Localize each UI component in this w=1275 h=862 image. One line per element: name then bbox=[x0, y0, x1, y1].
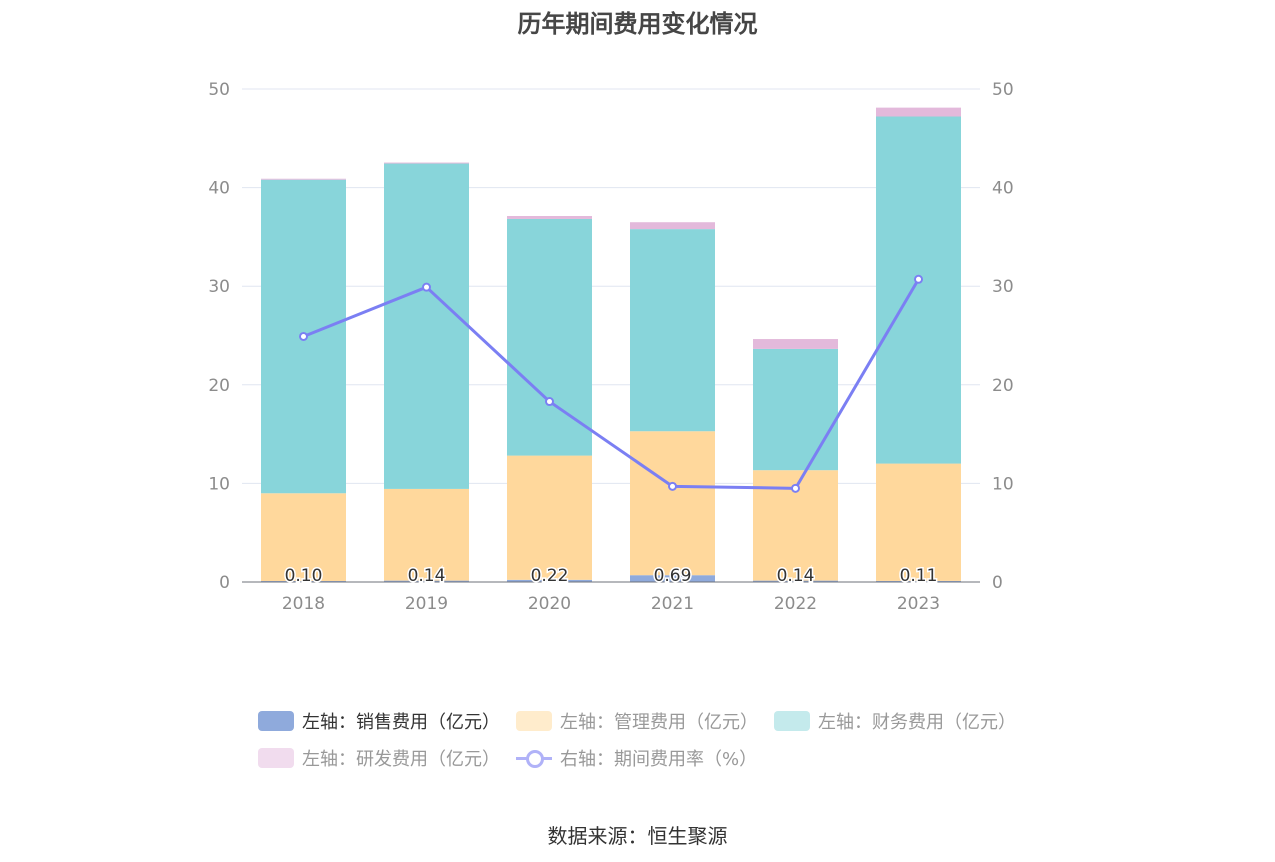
bar-finance-2020 bbox=[507, 218, 592, 456]
x-tick-label-2019: 2019 bbox=[405, 594, 448, 614]
rate-point-2018 bbox=[299, 331, 308, 341]
x-tick-label-2023: 2023 bbox=[897, 594, 940, 614]
bar-sales-2020 bbox=[507, 579, 592, 582]
right-axis: 0 10 20 30 40 50 bbox=[992, 80, 1014, 593]
bar-sales-2019 bbox=[384, 580, 469, 582]
sales-data-label-2022: 0.14 bbox=[777, 566, 815, 586]
rate-line-series bbox=[299, 274, 923, 493]
legend-label-finance: 左轴：财务费用（亿元） bbox=[818, 712, 1016, 733]
bar-admin-2020 bbox=[507, 455, 592, 580]
bar-series bbox=[261, 107, 961, 582]
left-tick-label-40: 40 bbox=[208, 179, 230, 199]
legend-item-sales[interactable]: 左轴：销售费用（亿元） bbox=[258, 708, 500, 734]
source-note: 数据来源：恒生聚源 bbox=[547, 824, 728, 848]
rate-point-2022 bbox=[791, 483, 800, 493]
bar-admin-2023 bbox=[876, 463, 961, 581]
bar-rnd-2019 bbox=[384, 162, 469, 164]
legend-label-sales: 左轴：销售费用（亿元） bbox=[302, 712, 500, 733]
legend-label-rnd: 左轴：研发费用（亿元） bbox=[302, 749, 500, 770]
legend-item-rate[interactable]: 右轴：期间费用率（%） bbox=[516, 745, 757, 771]
legend-label-admin: 左轴：管理费用（亿元） bbox=[560, 712, 758, 733]
rate-point-2023 bbox=[914, 274, 923, 284]
x-tick-label-2021: 2021 bbox=[651, 594, 694, 614]
gridlines bbox=[242, 88, 980, 484]
bar-rnd-2018 bbox=[261, 178, 346, 180]
rate-point-2021 bbox=[668, 481, 677, 491]
bar-finance-2021 bbox=[630, 229, 715, 432]
legend-swatch-rnd bbox=[258, 748, 294, 768]
x-tick-label-2020: 2020 bbox=[528, 594, 571, 614]
chart-title: 历年期间费用变化情况 bbox=[517, 10, 758, 38]
sales-data-label-2021: 0.69 bbox=[654, 566, 692, 586]
bar-sales-2022 bbox=[753, 580, 838, 582]
legend-label-rate: 右轴：期间费用率（%） bbox=[560, 749, 758, 770]
sales-data-label-2020: 0.22 bbox=[531, 566, 569, 586]
bar-sales-2021 bbox=[630, 575, 715, 582]
bar-finance-2022 bbox=[753, 348, 838, 471]
right-tick-label-30: 30 bbox=[992, 277, 1014, 297]
legend-item-finance[interactable]: 左轴：财务费用（亿元） bbox=[774, 708, 1016, 734]
right-tick-label-10: 10 bbox=[992, 474, 1014, 494]
right-tick-label-20: 20 bbox=[992, 376, 1014, 396]
bar-finance-2019 bbox=[384, 163, 469, 489]
x-axis: 2018 2019 2020 2021 2022 2023 bbox=[242, 581, 980, 614]
legend-swatch-finance bbox=[774, 711, 810, 731]
bar-rnd-2023 bbox=[876, 107, 961, 117]
right-tick-label-40: 40 bbox=[992, 179, 1014, 199]
rate-line bbox=[302, 278, 920, 490]
x-tick-label-2022: 2022 bbox=[774, 594, 817, 614]
data-labels: 0.10 0.14 0.22 0.69 0.14 0.11 bbox=[283, 565, 939, 588]
bar-admin-2019 bbox=[384, 488, 469, 581]
legend-swatch-admin bbox=[516, 711, 552, 731]
bar-admin-2018 bbox=[261, 493, 346, 582]
bar-rnd-2022 bbox=[753, 339, 838, 349]
left-axis: 0 10 20 30 40 50 bbox=[208, 80, 230, 593]
left-tick-label-0: 0 bbox=[219, 573, 230, 593]
bar-rnd-2021 bbox=[630, 222, 715, 230]
legend-item-rnd[interactable]: 左轴：研发费用（亿元） bbox=[258, 745, 500, 771]
legend-item-admin[interactable]: 左轴：管理费用（亿元） bbox=[516, 708, 758, 734]
sales-data-label-2023: 0.11 bbox=[900, 566, 938, 586]
right-tick-label-50: 50 bbox=[992, 80, 1014, 100]
left-tick-label-10: 10 bbox=[208, 474, 230, 494]
legend-line-marker-icon bbox=[516, 748, 552, 768]
left-tick-label-50: 50 bbox=[208, 80, 230, 100]
rate-point-2020 bbox=[545, 397, 554, 407]
bar-admin-2021 bbox=[630, 431, 715, 576]
bar-rnd-2020 bbox=[507, 215, 592, 219]
x-tick-label-2018: 2018 bbox=[282, 594, 325, 614]
sales-data-label-2018: 0.10 bbox=[285, 566, 323, 586]
legend-swatch-sales bbox=[258, 711, 294, 731]
sales-data-label-2019: 0.14 bbox=[408, 566, 446, 586]
bar-finance-2023 bbox=[876, 116, 961, 464]
rate-point-2019 bbox=[422, 282, 431, 292]
left-tick-label-30: 30 bbox=[208, 277, 230, 297]
bar-sales-2023 bbox=[876, 580, 961, 582]
left-tick-label-20: 20 bbox=[208, 376, 230, 396]
right-tick-label-0: 0 bbox=[992, 573, 1003, 593]
